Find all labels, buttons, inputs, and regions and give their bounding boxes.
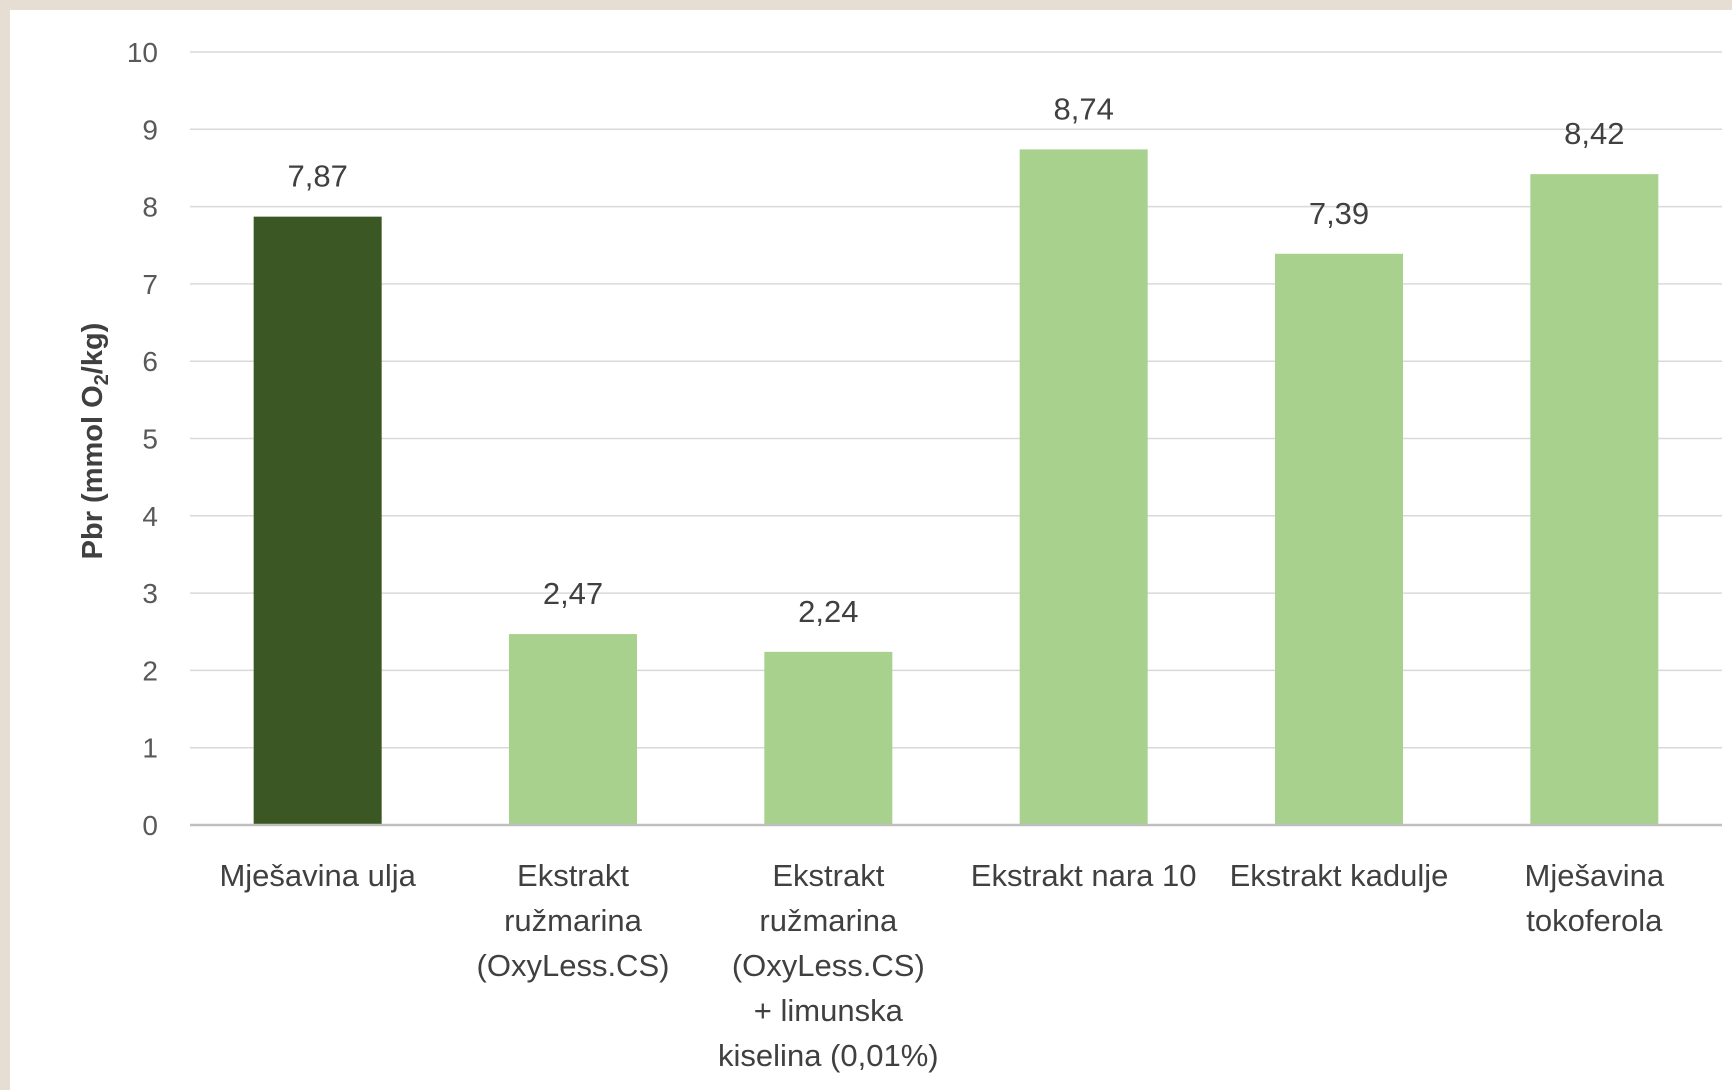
- y-tick-labels: 0 1 2 3 4 5 6 7 8 9 10: [127, 37, 158, 841]
- y-tick-label: 2: [142, 655, 158, 686]
- y-axis-title-main: Pbr (mmol O: [77, 385, 109, 559]
- category-label-line: + limunska: [754, 993, 904, 1028]
- data-label: 2,47: [543, 576, 603, 611]
- bar: [1275, 253, 1403, 826]
- y-tick-label: 1: [142, 733, 158, 764]
- y-tick-label: 8: [142, 192, 158, 223]
- bar: [1530, 174, 1659, 825]
- category-label: Ekstrakt nara 10: [971, 858, 1197, 893]
- category-label-line: ružmarina: [504, 903, 643, 938]
- y-tick-label: 10: [127, 37, 158, 68]
- chart-panel: 0 1 2 3 4 5 6 7 8 9 10 7,87 2,47 2,24 8,74 7,39 8,42 Mj…: [10, 10, 1732, 1090]
- category-label-line: Ekstrakt: [772, 858, 884, 893]
- y-tick-label: 0: [142, 810, 158, 841]
- category-label-line: (OxyLess.CS): [477, 948, 670, 983]
- bar: [1019, 149, 1148, 825]
- bar: [509, 634, 637, 825]
- category-labels: Mješavina ulja Ekstrakt ružmarina (OxyLess.…: [219, 858, 1664, 1073]
- bar-chart: 0 1 2 3 4 5 6 7 8 9 10 7,87 2,47 2,24 8,74 7,39 8,42 Mj…: [77, 37, 1722, 1073]
- y-tick-label: 6: [142, 346, 158, 377]
- category-label: Ekstrakt ružmarina (OxyLess.CS): [477, 858, 670, 983]
- category-label: Mješavina tokoferola: [1525, 858, 1665, 938]
- gridlines: [190, 51, 1722, 749]
- bars: [253, 149, 1659, 826]
- category-label: Mješavina ulja: [219, 858, 416, 893]
- y-axis-title-subscript: 2: [91, 374, 113, 385]
- category-label: Ekstrakt ružmarina (OxyLess.CS) + limunska k…: [718, 858, 939, 1073]
- data-label: 7,87: [287, 159, 347, 194]
- data-label: 8,42: [1564, 116, 1624, 151]
- category-label-line: Mješavina ulja: [219, 858, 416, 893]
- data-label: 7,39: [1309, 196, 1369, 231]
- y-tick-label: 5: [142, 424, 158, 455]
- bar: [764, 651, 893, 825]
- data-labels: 7,87 2,47 2,24 8,74 7,39 8,42: [287, 91, 1624, 628]
- y-tick-label: 9: [142, 114, 158, 145]
- category-label-line: (OxyLess.CS): [732, 948, 925, 983]
- category-label-line: Ekstrakt nara 10: [971, 858, 1197, 893]
- y-tick-label: 4: [142, 501, 158, 532]
- category-label: Ekstrakt kadulje: [1230, 858, 1449, 893]
- category-label-line: Ekstrakt: [517, 858, 629, 893]
- category-label-line: Mješavina: [1525, 858, 1665, 893]
- y-axis-title-unit: /kg): [77, 323, 109, 375]
- data-label: 2,24: [798, 594, 858, 629]
- y-axis-title: Pbr (mmol O2/kg): [77, 323, 113, 560]
- category-label-line: ružmarina: [759, 903, 898, 938]
- data-label: 8,74: [1053, 91, 1113, 126]
- category-label-line: kiselina (0,01%): [718, 1038, 939, 1073]
- bar: [253, 216, 382, 826]
- y-tick-label: 7: [142, 269, 158, 300]
- y-tick-label: 3: [142, 578, 158, 609]
- category-label-line: tokoferola: [1526, 903, 1663, 938]
- category-label-line: Ekstrakt kadulje: [1230, 858, 1449, 893]
